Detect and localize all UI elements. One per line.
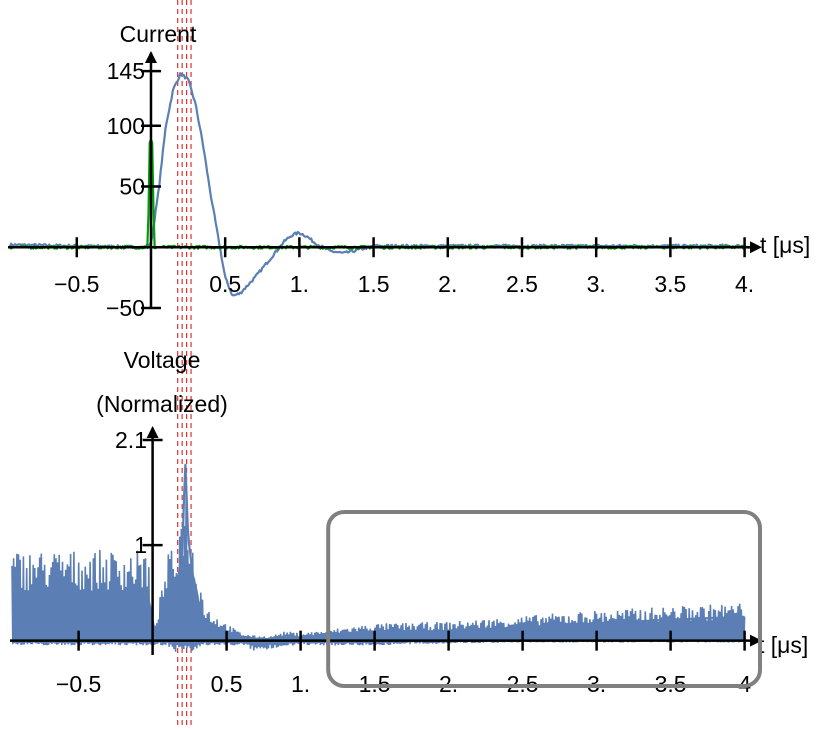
current-x-tick-label: 1.5: [358, 271, 390, 297]
voltage-title: Voltage: [124, 347, 201, 373]
voltage-x-axis-arrow: [750, 634, 762, 647]
voltage-subtitle: (Normalized): [96, 391, 228, 417]
current-x-tick-label: 3.5: [654, 271, 686, 297]
current-x-tick-label: 3.: [587, 271, 606, 297]
voltage-x-tick-label: 1.: [291, 671, 310, 697]
voltage-series-0-line: [12, 463, 745, 647]
current-x-axis-arrow: [750, 241, 762, 254]
voltage-y-tick-label: 2.1: [115, 427, 147, 453]
current-x-tick-label: 2.: [438, 271, 457, 297]
current-x-tick-label: 2.5: [506, 271, 538, 297]
current-axes: −0.5 0.5 1. 1.5 2. 2.5 3. 3.5 4. −50 50 100 145: [8, 51, 762, 321]
current-y-tick-label: 100: [107, 113, 145, 139]
current-y-tick-label: −50: [106, 295, 145, 321]
voltage-axes: −0.5 0.5 1. 1.5 2. 2.5 3. 3.5 412.1: [10, 426, 762, 697]
highlight-box: [326, 510, 762, 688]
current-x-tick-label: 1.: [290, 271, 309, 297]
current-x-tick-label: 0.5: [209, 271, 241, 297]
current-y-tick-label: 50: [119, 174, 145, 200]
voltage-y-tick-label: 1: [134, 532, 147, 558]
current-y-axis-arrow: [144, 51, 157, 63]
voltage-x-tick-label: 0.5: [211, 671, 243, 697]
current-title: Current: [120, 21, 197, 47]
current-y-tick-label: 145: [107, 58, 145, 84]
current-xlabel: t [μs]: [760, 232, 810, 258]
voltage-panel: −0.5 0.5 1. 1.5 2. 2.5 3. 3.5 412.1 Voltage (Nor…: [10, 347, 808, 697]
current-x-tick-label: −0.5: [54, 271, 99, 297]
voltage-xlabel: t [μs]: [758, 632, 808, 658]
voltage-series-group: [11, 463, 746, 652]
voltage-y-axis-arrow: [146, 426, 159, 438]
voltage-x-tick-label: −0.5: [56, 671, 101, 697]
current-x-tick-label: 4.: [735, 271, 754, 297]
current-panel: −0.5 0.5 1. 1.5 2. 2.5 3. 3.5 4. −50 50 100 145 Curr…: [8, 21, 810, 321]
voltage-series-0-band: [11, 481, 746, 652]
